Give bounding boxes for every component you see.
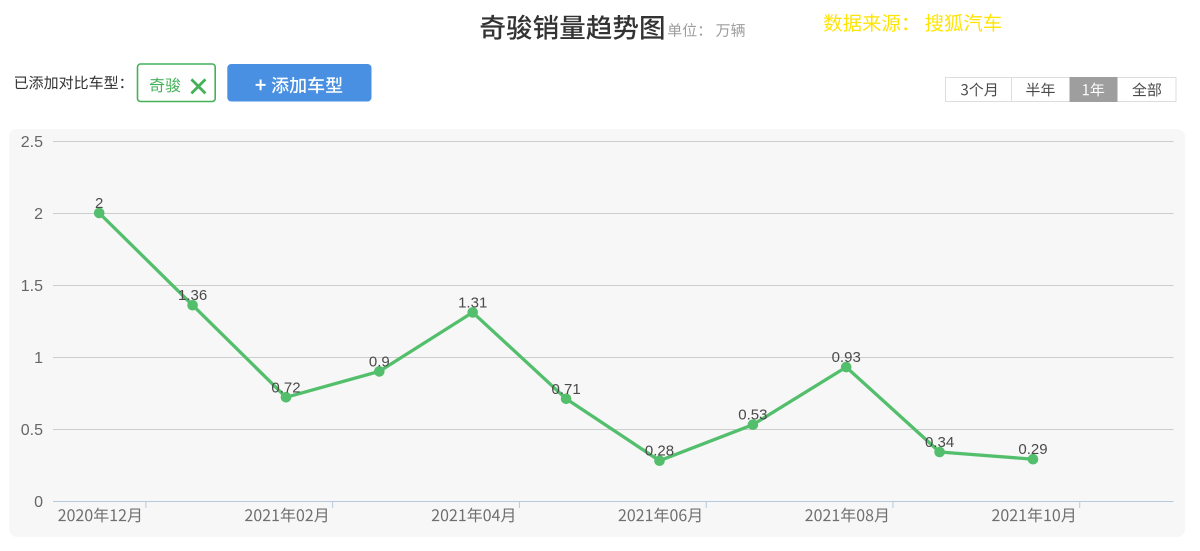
svg-text:0.53: 0.53 xyxy=(738,407,767,424)
svg-text:1.5: 1.5 xyxy=(21,278,43,295)
svg-text:0.71: 0.71 xyxy=(551,381,580,398)
svg-text:0: 0 xyxy=(34,494,43,511)
svg-text:0.28: 0.28 xyxy=(645,443,674,460)
svg-text:0.5: 0.5 xyxy=(21,422,43,439)
svg-text:2: 2 xyxy=(34,206,43,223)
svg-text:2.5: 2.5 xyxy=(21,134,43,151)
svg-text:2: 2 xyxy=(95,195,103,212)
svg-text:0.34: 0.34 xyxy=(925,434,954,451)
svg-text:1.36: 1.36 xyxy=(178,287,207,304)
svg-text:1: 1 xyxy=(34,350,43,367)
svg-text:0.9: 0.9 xyxy=(369,353,390,370)
svg-text:0.93: 0.93 xyxy=(832,349,861,366)
svg-text:0.72: 0.72 xyxy=(271,379,300,396)
svg-text:0.29: 0.29 xyxy=(1018,441,1047,458)
svg-text:1.31: 1.31 xyxy=(458,294,487,311)
